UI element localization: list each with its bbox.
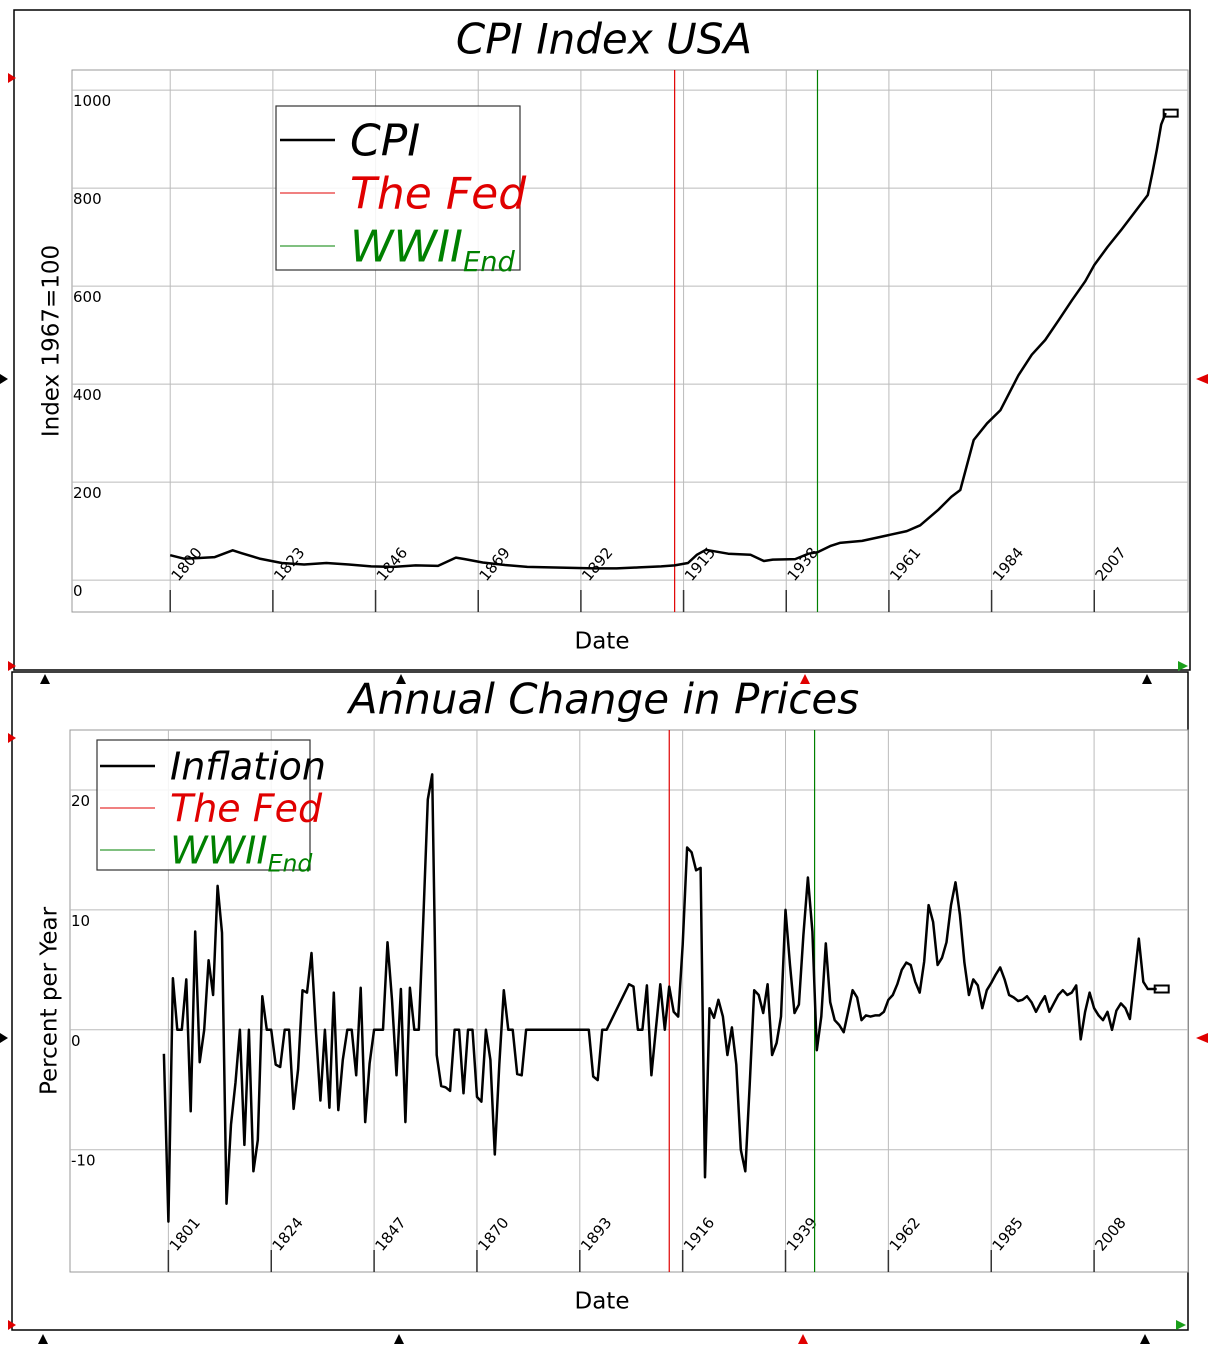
- legend-name: Inflation: [170, 744, 326, 788]
- data-line: [169, 112, 1167, 570]
- legend-name: The Fed: [350, 168, 527, 219]
- legend-label: The Fed: [350, 168, 527, 219]
- legend-name: WWII: [170, 828, 268, 872]
- legend-subscript: End: [268, 850, 314, 878]
- frame: [13, 9, 1191, 671]
- legend-name: The Fed: [170, 786, 323, 830]
- legend-name: CPI: [350, 115, 420, 166]
- plot-area: [71, 69, 1189, 613]
- y-axis-label: Index 1967=100: [39, 245, 65, 437]
- y-tick-label: 0: [71, 1032, 81, 1050]
- chart-title: Annual Change in Prices: [346, 675, 859, 724]
- legend-label: CPI: [350, 115, 420, 166]
- legend-label: WWIIEnd: [350, 221, 515, 278]
- y-tick-label: 400: [73, 386, 102, 404]
- y-tick-label: 0: [73, 582, 83, 600]
- legend-label: The Fed: [170, 786, 323, 830]
- y-tick-label: -10: [71, 1152, 96, 1170]
- y-tick-label: 800: [73, 190, 102, 208]
- chart-title: CPI Index USA: [456, 15, 752, 64]
- legend-name: WWII: [350, 221, 463, 272]
- legend-box: [96, 739, 311, 871]
- y-tick-label: 600: [73, 288, 102, 306]
- end-marker: [1162, 108, 1179, 118]
- end-marker: [1153, 984, 1170, 994]
- y-tick-label: 200: [73, 484, 102, 502]
- legend-box: [275, 105, 521, 271]
- legend-label: Inflation: [170, 744, 326, 788]
- legend-subscript: End: [463, 247, 516, 278]
- y-tick-label: 20: [71, 792, 90, 810]
- y-tick-label: 1000: [73, 92, 111, 110]
- y-axis-label: Percent per Year: [37, 906, 63, 1095]
- data-line: [162, 773, 1157, 1223]
- x-axis-label: Date: [575, 629, 630, 655]
- x-axis-label: Date: [575, 1289, 630, 1315]
- y-tick-label: 10: [71, 912, 90, 930]
- legend-label: WWIIEnd: [170, 828, 313, 877]
